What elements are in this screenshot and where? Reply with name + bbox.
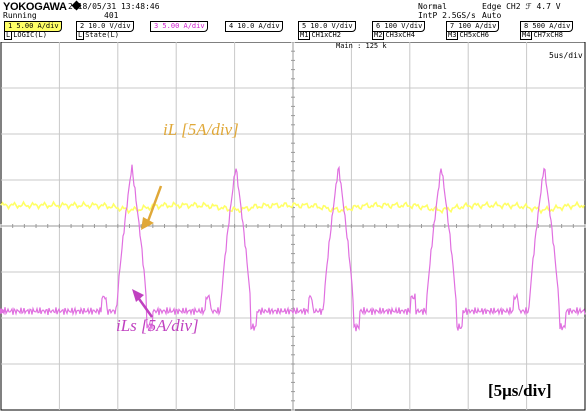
ils-arrow-head-icon: [132, 289, 144, 302]
acq-status: Running: [3, 11, 37, 20]
channel-5-tab[interactable]: 5 10.0 V/div: [298, 21, 356, 32]
channel-2-tab[interactable]: 2 10.0 V/div: [76, 21, 134, 32]
datetime: 2018/05/31 13:48:46: [68, 2, 160, 11]
ils-arrow: [135, 295, 154, 318]
annotation-arrows: [132, 185, 163, 318]
channel-6-tab[interactable]: 6 100 V/div: [372, 21, 426, 32]
acq-mode: Normal: [418, 2, 447, 11]
channel-3-tab[interactable]: 3 5.00 A/div: [150, 21, 208, 32]
source-math-3[interactable]: M3 CH5xCH6: [446, 31, 489, 40]
source-row: L LOGIC(L) L State(L) M1 CH1xCH2 M2 CH3xCH4 …: [0, 31, 587, 41]
timebase-annotation: [5μs/div]: [488, 381, 552, 400]
time-per-div: 5us/div: [549, 51, 583, 60]
acq-count: 401: [104, 11, 119, 20]
source-math-4[interactable]: M4 CH7xCH8: [520, 31, 563, 40]
graticule: [0, 42, 586, 411]
trigger-setting: Edge CH2 ℱ 4.7 V: [482, 2, 561, 11]
channel-1-tab[interactable]: 1 5.00 A/div: [4, 21, 62, 32]
ch3-ground-marker-icon: [0, 308, 7, 315]
trigger-mode: Auto: [482, 11, 502, 20]
ch1-trace-il: [0, 200, 586, 215]
main-record-length: Main : 125 k: [336, 42, 387, 50]
source-math-2[interactable]: M2 CH3xCH4: [372, 31, 415, 40]
channel-7-tab[interactable]: 7 100 A/div: [446, 21, 500, 32]
source-state[interactable]: L State(L): [76, 31, 119, 40]
sample-rate: IntP 2.5GS/s: [418, 11, 476, 20]
ils-annotation: iLs [5A/div]: [116, 316, 199, 335]
ground-markers: [0, 308, 7, 315]
il-arrow: [145, 185, 163, 225]
brand-logo: YOKOGAWA: [3, 0, 82, 13]
waveform-display[interactable]: [0, 42, 587, 413]
source-math-1[interactable]: M1 CH1xCH2: [298, 31, 341, 40]
channel-8-tab[interactable]: 8 500 A/div: [520, 21, 574, 32]
channel-4-tab[interactable]: 4 10.0 A/div: [225, 21, 283, 32]
il-annotation: iL [5A/div]: [163, 120, 239, 139]
ch3-trace-ils: [0, 164, 586, 333]
source-logic[interactable]: L LOGIC(L): [4, 31, 47, 40]
channel-settings-row: 1 5.00 A/div 2 10.0 V/div 3 5.00 A/div 4…: [0, 21, 587, 32]
il-arrow-head-icon: [141, 217, 154, 230]
